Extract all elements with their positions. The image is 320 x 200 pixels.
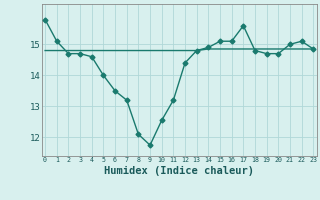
X-axis label: Humidex (Indice chaleur): Humidex (Indice chaleur): [104, 166, 254, 176]
